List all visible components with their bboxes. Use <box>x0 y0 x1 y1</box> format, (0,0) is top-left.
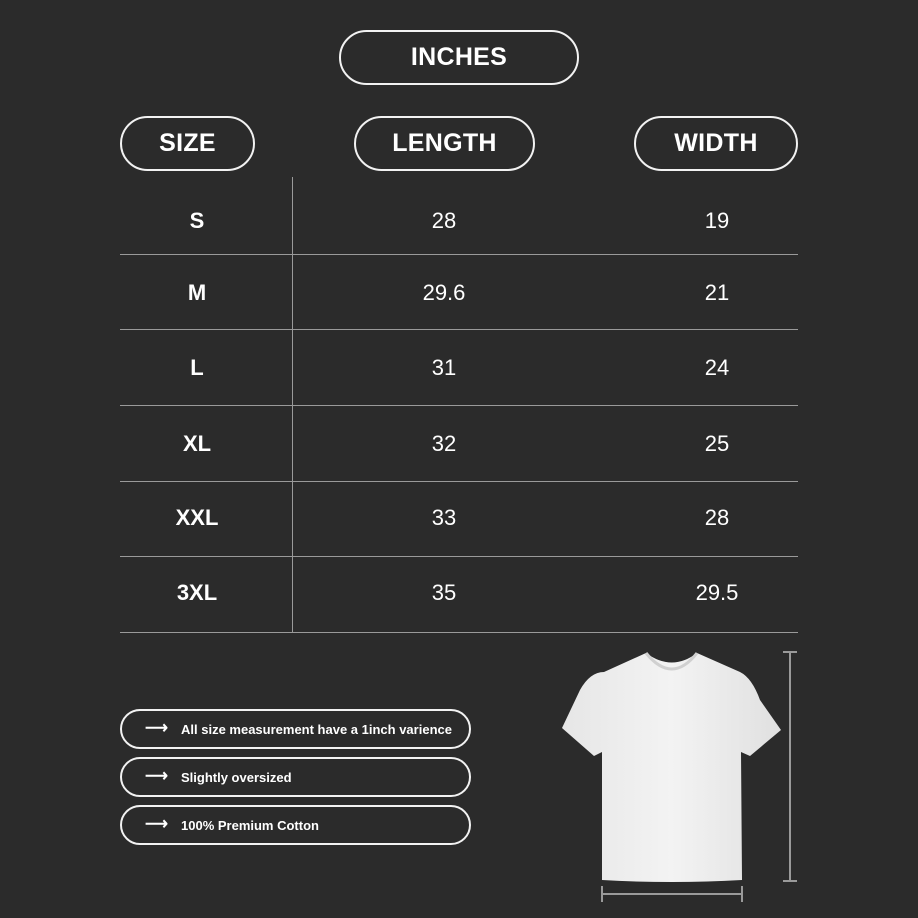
arrow-right-icon: ⟶ <box>145 816 168 833</box>
row-divider <box>120 405 798 406</box>
row-divider <box>120 632 798 633</box>
note-text: Slightly oversized <box>181 769 292 785</box>
cell-length: 31 <box>431 355 457 380</box>
cell-width: 25 <box>704 431 730 456</box>
cell-width: 21 <box>704 280 730 305</box>
cell-size: L <box>190 355 204 380</box>
header-size: SIZE <box>120 116 255 171</box>
cell-size: XXL <box>175 505 219 530</box>
cell-size: 3XL <box>176 580 218 605</box>
unit-label: INCHES <box>339 30 579 85</box>
cell-width: 28 <box>704 505 730 530</box>
cell-length: 29.6 <box>422 280 466 305</box>
cell-width: 24 <box>704 355 730 380</box>
note-text: All size measurement have a 1inch varien… <box>181 721 452 737</box>
width-measure-icon <box>601 886 743 902</box>
note-variance: ⟶ All size measurement have a 1inch vari… <box>120 709 471 749</box>
row-divider <box>120 329 798 330</box>
cell-size: M <box>187 280 207 305</box>
row-divider <box>120 481 798 482</box>
arrow-right-icon: ⟶ <box>145 720 168 737</box>
cell-length: 33 <box>431 505 457 530</box>
cell-length: 28 <box>431 208 457 233</box>
length-measure-icon <box>783 651 797 882</box>
cell-width: 19 <box>704 208 730 233</box>
tshirt-icon <box>562 653 781 882</box>
arrow-right-icon: ⟶ <box>145 768 168 785</box>
column-divider <box>292 177 293 632</box>
note-text: 100% Premium Cotton <box>181 817 319 833</box>
cell-size: XL <box>182 431 212 456</box>
cell-size: S <box>189 208 205 233</box>
cell-length: 35 <box>431 580 457 605</box>
row-divider <box>120 254 798 255</box>
note-fit: ⟶ Slightly oversized <box>120 757 471 797</box>
header-length: LENGTH <box>354 116 535 171</box>
cell-length: 32 <box>431 431 457 456</box>
header-width: WIDTH <box>634 116 798 171</box>
cell-width: 29.5 <box>695 580 739 605</box>
row-divider <box>120 556 798 557</box>
note-material: ⟶ 100% Premium Cotton <box>120 805 471 845</box>
